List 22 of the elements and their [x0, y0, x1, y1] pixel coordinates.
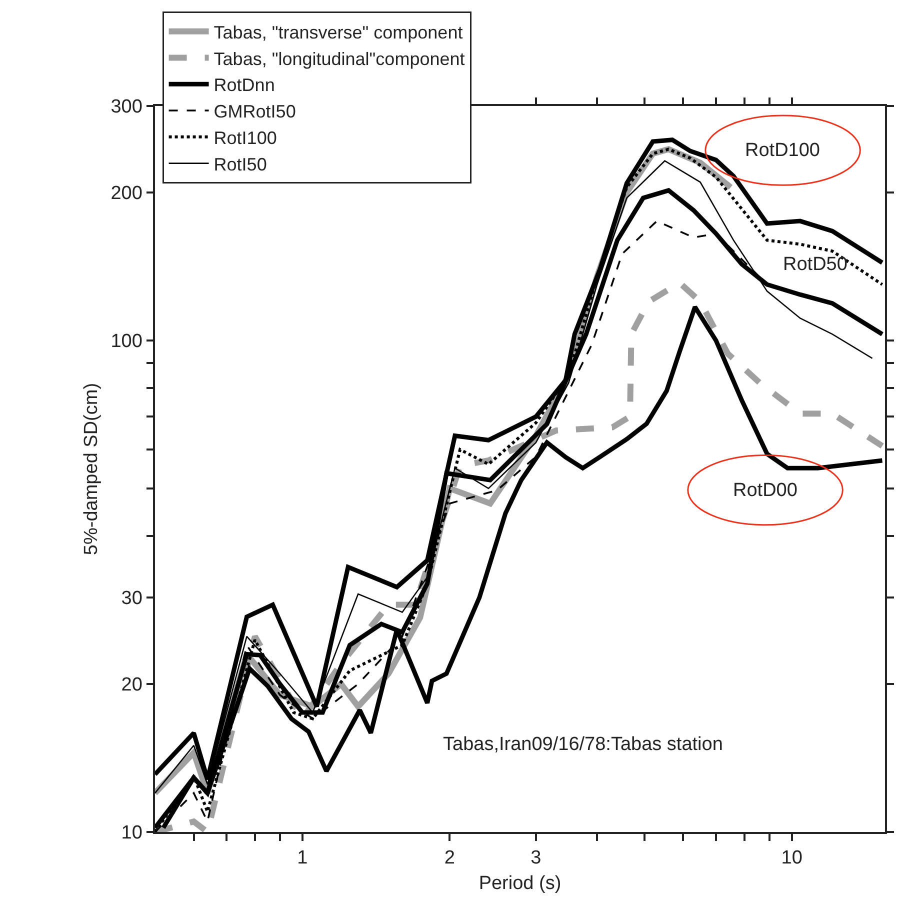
annotation: RotD50	[783, 254, 848, 275]
legend-label: RotDnn	[214, 75, 275, 96]
y-tick-label: 10	[121, 822, 142, 844]
y-tick-label: 20	[121, 674, 142, 696]
legend-label: GMRotI50	[214, 102, 296, 122]
legend-label: RotI100	[214, 128, 277, 148]
annotation: RotD00	[733, 480, 798, 501]
x-tick-label: 1	[297, 848, 308, 869]
y-axis-title: 5%-damped SD(cm)	[81, 382, 102, 556]
annotation: Tabas,Iran09/16/78:Tabas station	[443, 734, 723, 755]
legend-label: Tabas, "longitudinal"component	[214, 48, 465, 69]
y-tick-label: 300	[110, 96, 142, 118]
x-tick-label: 3	[530, 848, 542, 869]
legend-label: Tabas, "transverse" component	[214, 22, 463, 42]
y-tick-label: 100	[110, 331, 142, 352]
x-tick-label: 2	[444, 848, 455, 869]
x-tick-label: 10	[781, 848, 802, 869]
y-tick-label: 30	[121, 588, 142, 610]
x-axis-title: Period (s)	[478, 872, 562, 894]
annotation: RotD100	[745, 140, 820, 161]
legend-label: RotI50	[214, 154, 267, 174]
y-tick-label: 200	[110, 183, 142, 204]
